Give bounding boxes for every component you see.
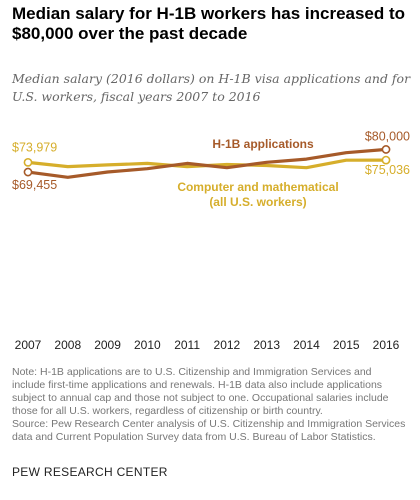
- x-tick-label: 2012: [214, 338, 241, 352]
- x-tick-label: 2013: [253, 338, 280, 352]
- endpoint-marker: [381, 145, 391, 154]
- data-label-us-end: $75,036: [365, 163, 410, 177]
- source-line: data and Current Population Survey data …: [12, 431, 376, 443]
- series-label-us-workers: Computer and mathematical: [177, 180, 338, 194]
- x-tick-label: 2009: [94, 338, 121, 352]
- data-label-us-start: $73,979: [12, 140, 57, 154]
- pew-credit: PEW RESEARCH CENTER: [12, 465, 168, 479]
- note-line: include first-time applications and rene…: [12, 379, 383, 391]
- note-line: those for all U.S. workers, regardless o…: [12, 405, 323, 417]
- data-label-h1b-end: $80,000: [365, 129, 410, 143]
- x-tick-label: 2010: [134, 338, 161, 352]
- endpoint-marker: [23, 167, 33, 177]
- x-tick-label: 2011: [174, 338, 200, 352]
- data-label-h1b-start: $69,455: [12, 178, 57, 192]
- x-tick-label: 2016: [373, 338, 400, 352]
- chart-title: Median salary for H-1B workers has incre…: [12, 4, 406, 43]
- chart-subtitle: Median salary (2016 dollars) on H-1B vis…: [12, 71, 411, 104]
- note-line: subject to annual cap and those not subj…: [12, 392, 389, 404]
- series-label-us-workers: (all U.S. workers): [209, 195, 306, 209]
- endpoint-marker: [381, 155, 391, 165]
- x-tick-label: 2007: [15, 338, 42, 352]
- x-tick-label: 2014: [293, 338, 320, 352]
- x-tick-label: 2015: [333, 338, 360, 352]
- x-tick-label: 2008: [54, 338, 81, 352]
- series-label-h1b: H-1B applications: [212, 137, 314, 151]
- source-line: Source: Pew Research Center analysis of …: [12, 418, 406, 430]
- endpoint-marker: [23, 157, 33, 167]
- note-line: Note: H-1B applications are to U.S. Citi…: [12, 366, 372, 378]
- note-and-source: Note: H-1B applications are to U.S. Citi…: [12, 366, 412, 444]
- line-chart: 2007 2008 2009 2010 2011 2012 2013 2014 2015 2016…: [12, 129, 410, 352]
- series-line-h1b: [26, 147, 388, 179]
